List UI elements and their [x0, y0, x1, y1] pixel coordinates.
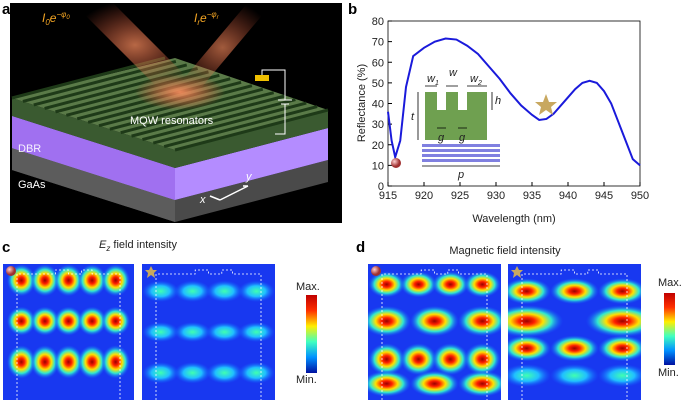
- inset-label: g: [438, 132, 445, 144]
- y-tick-label: 40: [372, 99, 384, 111]
- field-map: [142, 264, 275, 400]
- panel-label: a: [2, 1, 11, 18]
- colorbar-min: Min.: [658, 367, 679, 379]
- inset-label: h: [495, 95, 501, 107]
- inset-label: t: [411, 111, 415, 123]
- colorbar: [306, 295, 317, 373]
- panel-label: d: [356, 239, 365, 256]
- panel-label: b: [348, 1, 357, 18]
- panel-title: Ez field intensity: [99, 239, 177, 253]
- y-axis-label: Reflectance (%): [356, 64, 368, 142]
- reflectance-chart: 915 920 925 930 935 940 945 950 0 10 20 30 40 50 60 70 8…: [372, 16, 649, 202]
- field-map: [3, 264, 134, 400]
- inset-label: w2: [470, 73, 482, 87]
- panel-label: c: [2, 239, 10, 256]
- x-tick-label: 915: [379, 190, 397, 202]
- inset-label: w1: [427, 73, 439, 87]
- x-tick-label: 925: [451, 190, 469, 202]
- inset-schematic: [391, 85, 557, 168]
- layer-label: DBR: [18, 143, 41, 155]
- x-tick-label: 935: [523, 190, 541, 202]
- y-tick-label: 10: [372, 160, 384, 172]
- inset-label: w: [449, 67, 458, 79]
- y-tick-label: 20: [372, 140, 384, 152]
- inset-label: p: [457, 169, 464, 181]
- incident-beam-label: I0e−φ0: [42, 10, 70, 27]
- axis-label: y: [245, 171, 253, 183]
- layer-label: MQW resonators: [130, 115, 214, 127]
- y-tick-label: 30: [372, 119, 384, 131]
- x-tick-label: 940: [559, 190, 577, 202]
- inset-label: g: [459, 132, 466, 144]
- field-map: [508, 264, 641, 400]
- x-tick-label: 945: [595, 190, 613, 202]
- colorbar: [664, 293, 675, 365]
- y-tick-label: 60: [372, 57, 384, 69]
- reflected-beam-label: Ire−φr: [194, 10, 220, 27]
- x-tick-label: 930: [487, 190, 505, 202]
- data-line: [387, 37, 641, 167]
- x-tick-label: 950: [631, 190, 649, 202]
- colorbar-max: Max.: [658, 277, 682, 289]
- layer-label: GaAs: [18, 179, 46, 191]
- x-tick-label: 920: [415, 190, 433, 202]
- colorbar-min: Min.: [296, 374, 317, 386]
- y-tick-label: 80: [372, 16, 384, 28]
- y-tick-label: 70: [372, 37, 384, 49]
- panel-title: Magnetic field intensity: [449, 245, 561, 257]
- field-map: [368, 264, 501, 400]
- axis-label: x: [199, 194, 206, 206]
- device-illustration: [10, 0, 342, 223]
- y-tick-label: 50: [372, 78, 384, 90]
- x-axis-label: Wavelength (nm): [472, 213, 555, 225]
- y-tick-label: 0: [378, 181, 384, 193]
- colorbar-max: Max.: [296, 281, 320, 293]
